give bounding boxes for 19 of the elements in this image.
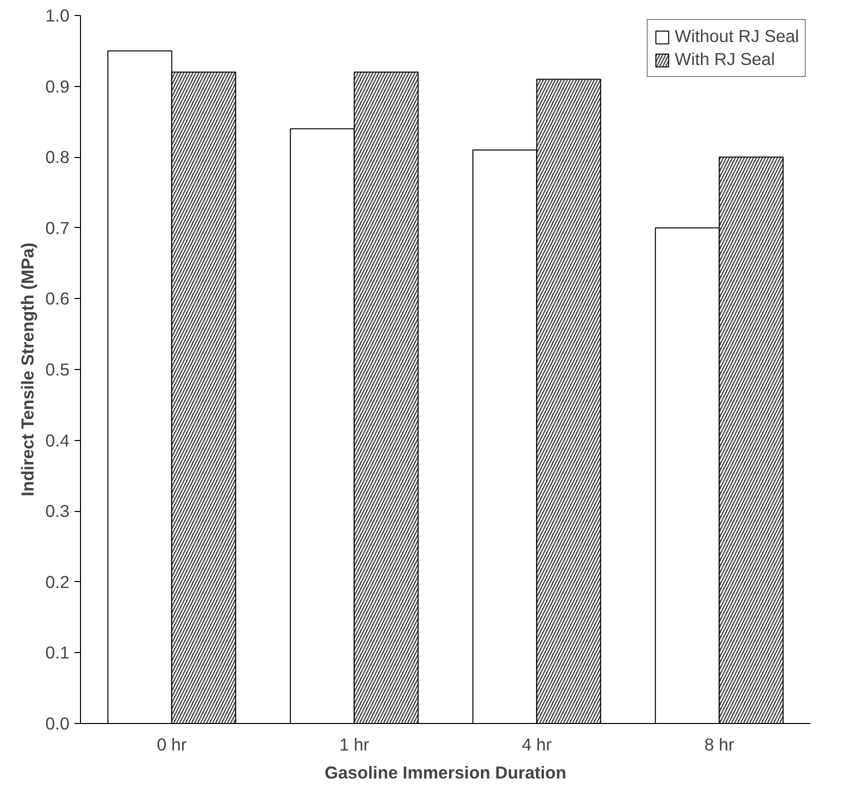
y-axis-title: Indirect Tensile Strength (MPa)	[17, 242, 38, 496]
y-tick-label: 0.6	[45, 288, 70, 309]
legend-label: With RJ Seal	[674, 49, 775, 70]
y-tick-label: 0.7	[45, 218, 70, 238]
legend-label: Without RJ Seal	[674, 26, 799, 47]
y-tick-label: 0.3	[45, 501, 70, 522]
x-tick-label: 1 hr	[339, 734, 370, 754]
y-tick-label: 1.0	[45, 6, 70, 26]
y-tick-label: 0.1	[45, 642, 70, 663]
y-tick-label: 0.4	[45, 430, 70, 450]
x-tick-label: 4 hr	[522, 734, 552, 754]
x-tick-label: 8 hr	[704, 734, 734, 754]
x-axis-title: Gasoline Immersion Duration	[324, 762, 566, 782]
y-tick-label: 0.2	[45, 572, 70, 592]
y-tick-label: 0.9	[45, 76, 70, 96]
y-tick-label: 0.5	[45, 360, 70, 380]
y-tick-label: 0.8	[45, 147, 70, 168]
x-tick-label: 0 hr	[156, 734, 187, 754]
y-tick-label: 0.0	[45, 714, 70, 734]
